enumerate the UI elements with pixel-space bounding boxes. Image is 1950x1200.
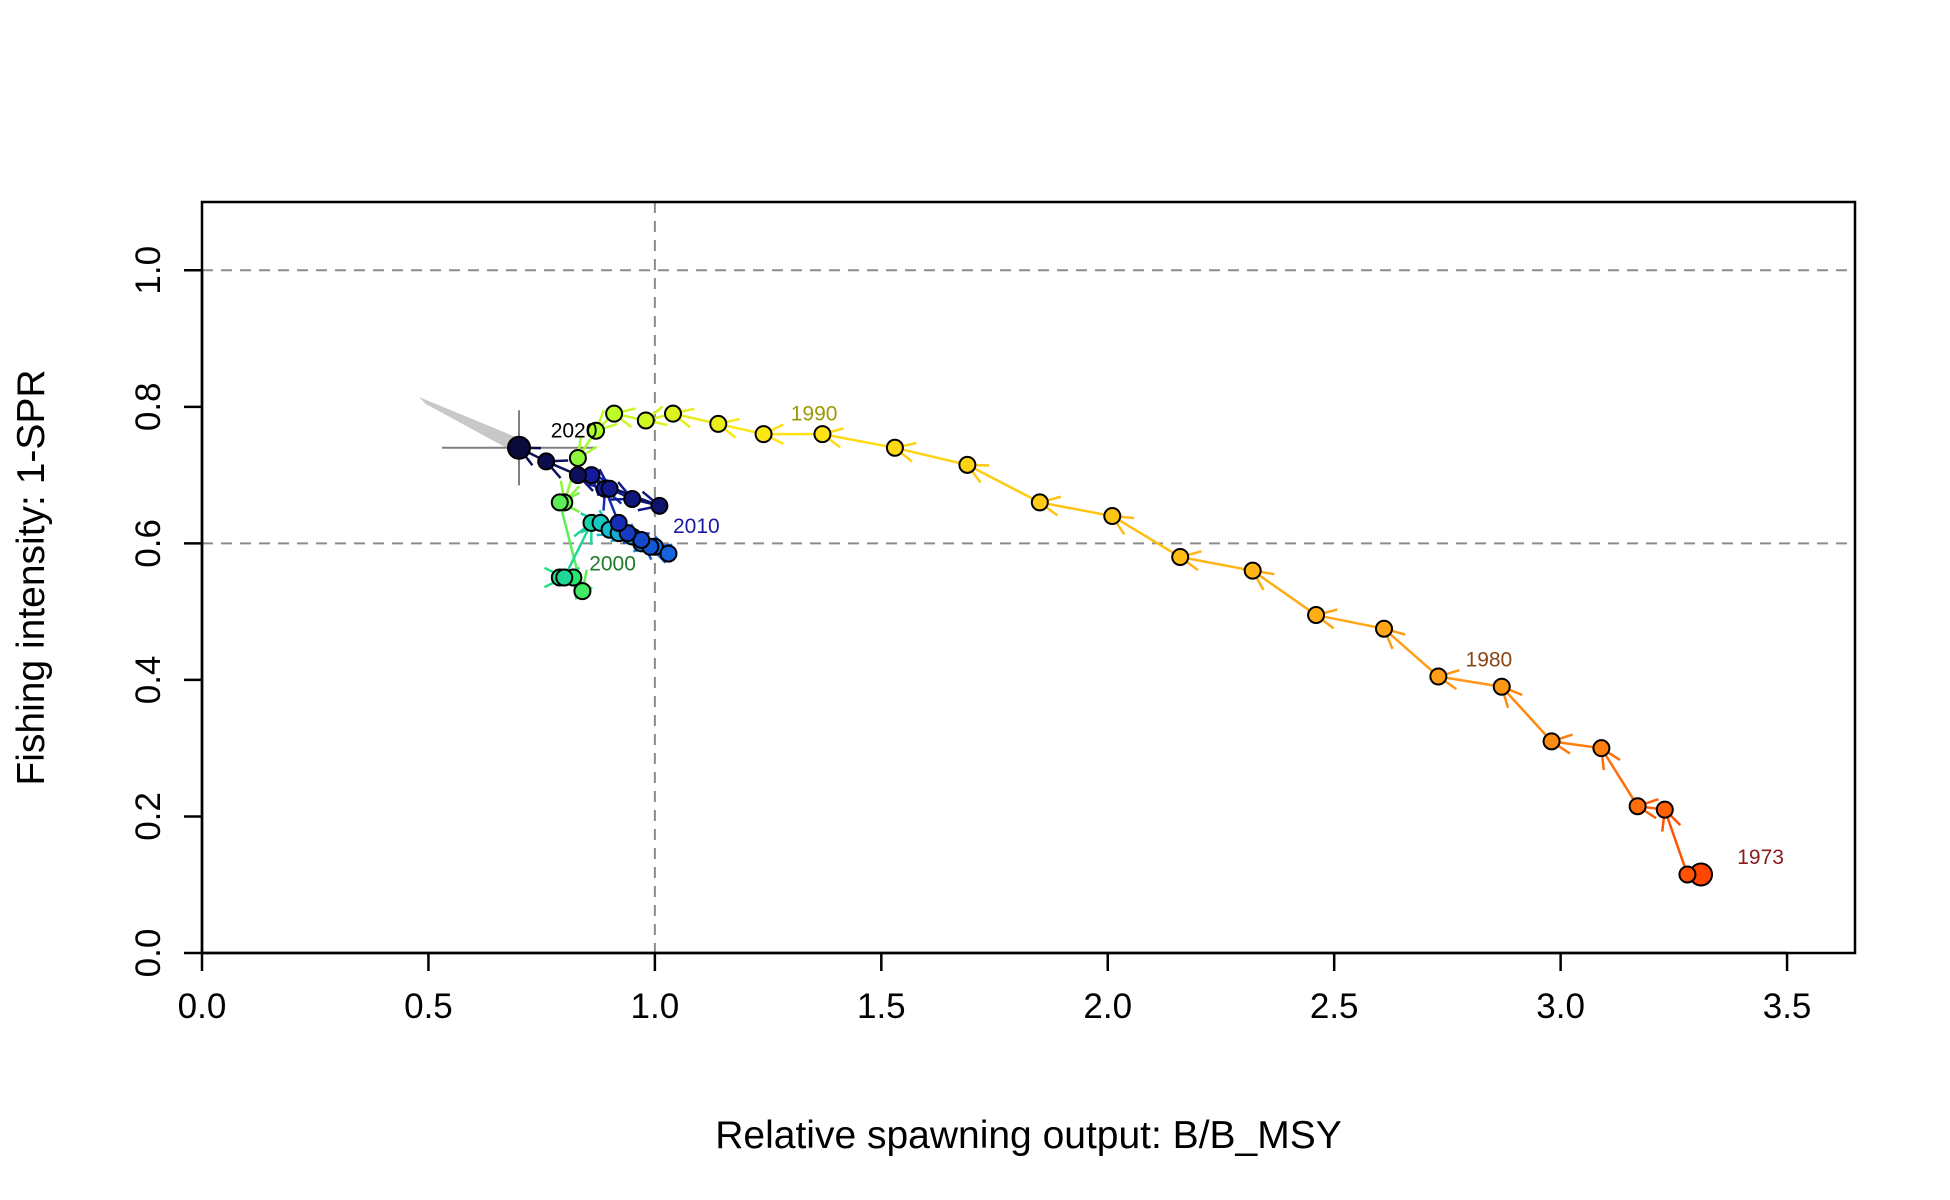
year-labels: 1973 1980 1990 2000 2010 2020 <box>551 402 1784 869</box>
trajectory-segment <box>1383 627 1440 678</box>
y-tick-label: 1.0 <box>129 246 168 295</box>
trajectory-segment <box>822 432 896 450</box>
x-tick-label: 2.0 <box>1083 987 1132 1026</box>
trajectory-segment <box>1251 569 1317 617</box>
point-1977 <box>1592 739 1611 758</box>
point-1993 <box>636 411 655 430</box>
point-2002 <box>555 568 574 587</box>
point-2019 <box>650 496 669 515</box>
y-tick-label: 0.2 <box>129 792 168 841</box>
trajectory-segment <box>1600 747 1639 807</box>
y-axis-title: Fishing intensity: 1-SPR <box>10 369 53 785</box>
x-axis-title: Relative spawning output: B/B_MSY <box>715 1114 1342 1157</box>
trajectory-segment <box>1500 685 1553 743</box>
trajectory-segment <box>1179 555 1253 572</box>
point-2018 <box>623 489 642 508</box>
point-1998 <box>550 493 569 512</box>
point-1989 <box>813 425 832 444</box>
year-label-1990: 1990 <box>791 402 838 425</box>
point-1984 <box>1171 548 1190 567</box>
y-tick-label: 0.6 <box>129 519 168 568</box>
point-1986 <box>1030 493 1049 512</box>
year-label-1973: 1973 <box>1737 846 1784 869</box>
x-tick-label: 3.0 <box>1536 987 1585 1026</box>
uncertainty-spread <box>418 396 526 456</box>
point-2020 <box>568 466 587 485</box>
trajectory-segment <box>1039 501 1113 518</box>
point-2010 <box>659 544 678 563</box>
point-1974 <box>1678 865 1697 884</box>
y-tick-label: 0.4 <box>129 656 168 705</box>
point-1991 <box>709 414 728 433</box>
x-tick-label: 1.5 <box>857 987 906 1026</box>
y-tick-label: 0.8 <box>129 382 168 431</box>
point-1987 <box>958 455 977 474</box>
point-1999 <box>573 582 592 601</box>
plot-area-border <box>200 200 1857 955</box>
x-tick-label: 1.0 <box>631 987 680 1026</box>
trajectory-segment <box>1111 514 1181 559</box>
year-label-2010: 2010 <box>673 515 720 538</box>
point-1982 <box>1307 606 1326 625</box>
x-tick-label: 0.5 <box>404 987 453 1026</box>
point-1996 <box>568 449 587 468</box>
point-1979 <box>1492 677 1511 696</box>
year-label-1980: 1980 <box>1466 648 1513 671</box>
point-1994 <box>605 404 624 423</box>
trajectory-segment <box>1315 613 1385 630</box>
point-1995 <box>587 421 606 440</box>
point-2017 <box>600 479 619 498</box>
trajectory-segment <box>563 522 593 579</box>
reference-lines <box>202 202 1855 953</box>
year-label-2000: 2000 <box>589 553 636 576</box>
point-2014 <box>609 513 628 532</box>
x-axis: 0.0 0.5 1.0 1.5 2.0 2.5 3.0 3.5 <box>178 951 1812 1026</box>
point-1976 <box>1628 797 1647 816</box>
point-1985 <box>1103 507 1122 526</box>
x-tick-label: 3.5 <box>1763 987 1812 1026</box>
y-axis: 0.0 0.2 0.4 0.6 0.8 1.0 <box>129 246 204 978</box>
trajectory-points <box>507 404 1714 887</box>
year-label-2020: 2020 <box>551 420 598 443</box>
trajectory-arrows <box>516 405 1708 886</box>
point-1978 <box>1542 732 1561 751</box>
x-tick-label: 0.0 <box>178 987 227 1026</box>
trajectory-segment <box>1438 675 1502 688</box>
point-2021 <box>537 452 556 471</box>
point-1980 <box>1429 667 1448 686</box>
x-tick-label: 2.5 <box>1310 987 1359 1026</box>
trajectory-segment <box>1663 809 1689 875</box>
point-1975 <box>1655 800 1674 819</box>
point-1992 <box>663 404 682 423</box>
trajectory-segment <box>966 463 1041 504</box>
point-1988 <box>885 438 904 457</box>
trajectory-segment <box>894 446 968 467</box>
point-1981 <box>1375 619 1394 638</box>
point-1983 <box>1243 561 1262 580</box>
y-tick-label: 0.0 <box>129 929 168 978</box>
point-1990 <box>754 425 773 444</box>
point-2022 <box>507 435 532 460</box>
